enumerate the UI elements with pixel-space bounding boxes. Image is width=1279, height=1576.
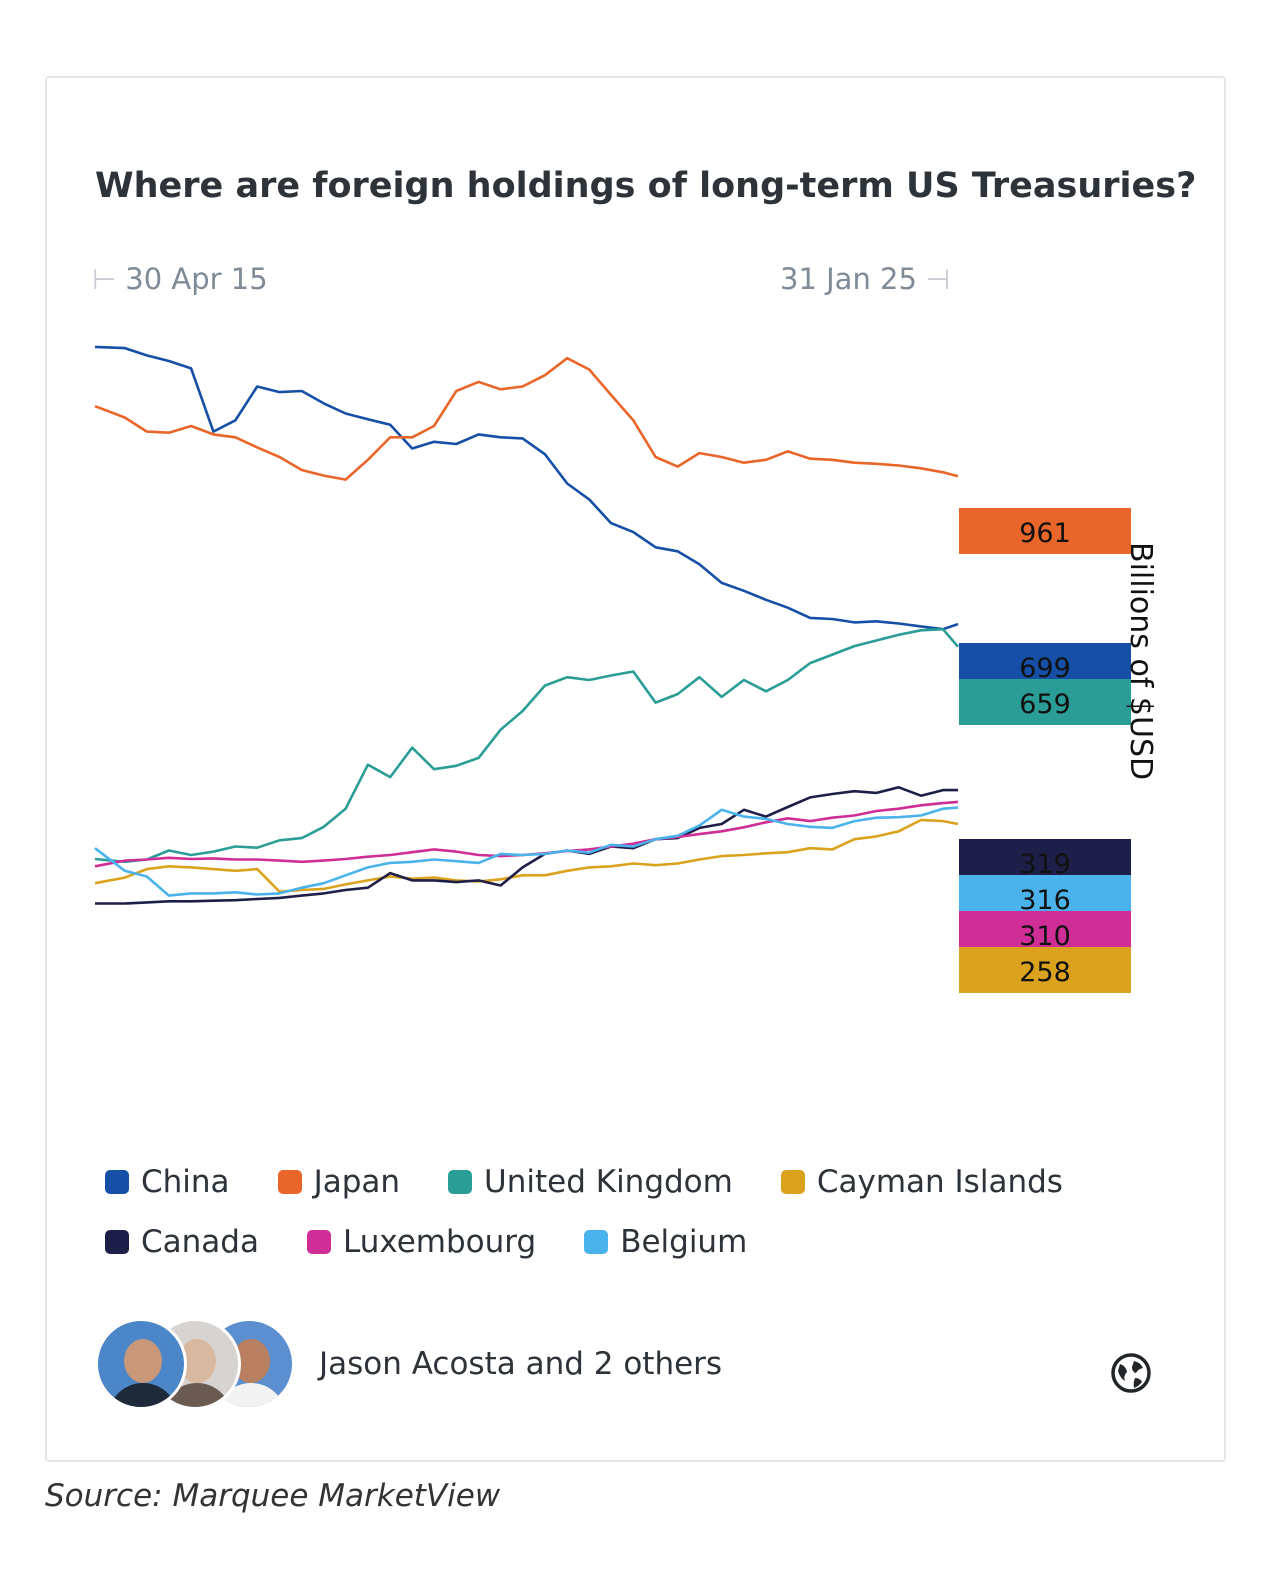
series-line-canada[interactable]	[95, 785, 958, 905]
range-start-bracket-icon: ⊢	[92, 262, 126, 296]
legend-label: Belgium	[620, 1224, 748, 1260]
author-avatar[interactable]	[95, 1318, 187, 1410]
legend-item-china[interactable]: China	[105, 1164, 230, 1200]
end-label-value-japan: 961	[1019, 518, 1071, 549]
legend-item-united-kingdom[interactable]: United Kingdom	[448, 1164, 733, 1200]
line-chart: 961 699 659 319 316 310 258 Billions of $USD	[94, 345, 1158, 993]
end-label-value-luxembourg: 310	[1019, 921, 1071, 952]
end-label-value-cayman-islands: 258	[1019, 957, 1071, 988]
legend-swatch	[584, 1230, 609, 1254]
legend-item-japan[interactable]: Japan	[277, 1164, 401, 1200]
chart-title: Where are foreign holdings of long-term …	[95, 166, 1197, 206]
date-range-start[interactable]: ⊢ 30 Apr 15	[92, 262, 268, 296]
authors[interactable]: Jason Acosta and 2 others	[95, 1318, 722, 1410]
end-label-value-united-kingdom: 659	[1019, 689, 1071, 720]
series-line-cayman-islands[interactable]	[94, 818, 959, 894]
legend-row: Canada Luxembourg Belgium	[105, 1212, 1155, 1272]
avatar-face	[124, 1339, 162, 1383]
legend-swatch	[105, 1230, 129, 1254]
series-line-china[interactable]	[94, 345, 959, 631]
legend-item-cayman-islands[interactable]: Cayman Islands	[780, 1164, 1063, 1200]
end-label-box-cayman-islands	[959, 947, 1131, 993]
legend-row: China Japan United Kingdom Cayman Islands	[105, 1152, 1155, 1212]
legend-swatch	[105, 1170, 129, 1194]
legend-label: Luxembourg	[342, 1224, 537, 1260]
range-end-label: 31 Jan 25	[780, 262, 917, 296]
chart-legend: China Japan United Kingdom Cayman Islands C…	[105, 1152, 1155, 1272]
source-note: Source: Marquee MarketView	[45, 1478, 501, 1514]
legend-label: Cayman Islands	[816, 1164, 1063, 1200]
legend-label: United Kingdom	[484, 1164, 733, 1200]
end-label-value-belgium: 316	[1019, 885, 1071, 916]
end-label-value-canada: 319	[1019, 849, 1071, 880]
legend-item-luxembourg[interactable]: Luxembourg	[306, 1224, 537, 1260]
legend-label: China	[141, 1164, 230, 1200]
legend-label: Canada	[141, 1224, 259, 1260]
range-end-bracket-icon: ⊣	[916, 262, 951, 296]
series-line-belgium[interactable]	[94, 806, 959, 897]
legend-label: Japan	[313, 1164, 401, 1200]
legend-swatch	[780, 1170, 805, 1194]
legend-swatch	[448, 1170, 473, 1194]
series-lines	[94, 345, 959, 905]
range-start-label: 30 Apr 15	[125, 262, 268, 296]
end-value-labels: 961 699 659 319 316 310 258	[959, 508, 1131, 993]
avatar-shoulders	[108, 1383, 178, 1407]
series-line-japan[interactable]	[94, 356, 959, 481]
chart-card	[45, 76, 1226, 1462]
globe-icon[interactable]	[1110, 1352, 1152, 1394]
end-label-value-china: 699	[1019, 653, 1071, 684]
legend-item-canada[interactable]: Canada	[105, 1224, 259, 1260]
end-label-box-united-kingdom	[959, 679, 1131, 725]
end-label-box-japan	[959, 508, 1131, 554]
y-axis-label: Billions of $USD	[1123, 542, 1158, 780]
date-range-end[interactable]: 31 Jan 25 ⊣	[780, 262, 950, 296]
byline[interactable]: Jason Acosta and 2 others	[319, 1346, 723, 1382]
series-line-united-kingdom[interactable]	[94, 627, 959, 864]
series-line-luxembourg[interactable]	[94, 800, 959, 868]
legend-item-belgium[interactable]: Belgium	[584, 1224, 747, 1260]
legend-swatch	[277, 1170, 302, 1194]
legend-swatch	[306, 1230, 331, 1254]
